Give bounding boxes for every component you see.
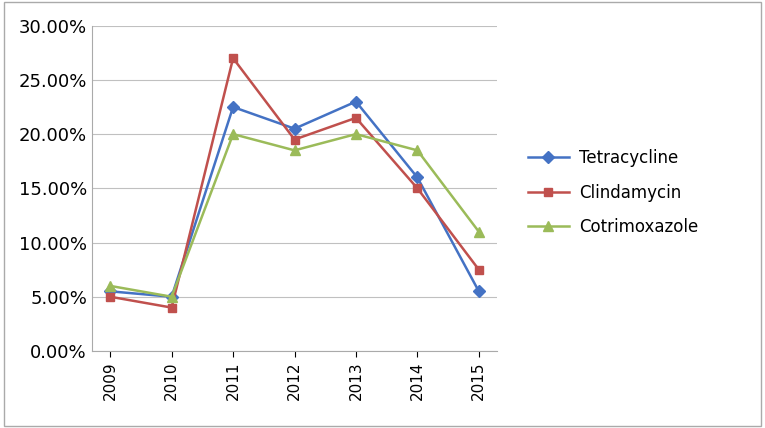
Tetracycline: [413, 175, 422, 180]
Tetracycline: [474, 289, 483, 294]
Cotrimoxazole: [474, 229, 483, 234]
Line: Tetracycline: Tetracycline: [106, 98, 483, 301]
Tetracycline: [229, 104, 238, 110]
Cotrimoxazole: [106, 283, 115, 288]
Clindamycin: [413, 186, 422, 191]
Tetracycline: [106, 289, 115, 294]
Cotrimoxazole: [351, 131, 360, 137]
Legend: Tetracycline, Clindamycin, Cotrimoxazole: Tetracycline, Clindamycin, Cotrimoxazole: [521, 142, 705, 243]
Cotrimoxazole: [167, 294, 176, 299]
Clindamycin: [351, 115, 360, 120]
Clindamycin: [106, 294, 115, 299]
Clindamycin: [167, 305, 176, 310]
Cotrimoxazole: [413, 148, 422, 153]
Clindamycin: [474, 267, 483, 272]
Clindamycin: [229, 56, 238, 61]
Clindamycin: [290, 137, 299, 142]
Line: Clindamycin: Clindamycin: [106, 54, 483, 312]
Tetracycline: [351, 99, 360, 104]
Cotrimoxazole: [290, 148, 299, 153]
Tetracycline: [290, 126, 299, 131]
Tetracycline: [167, 294, 176, 299]
Line: Cotrimoxazole: Cotrimoxazole: [106, 129, 483, 302]
Cotrimoxazole: [229, 131, 238, 137]
